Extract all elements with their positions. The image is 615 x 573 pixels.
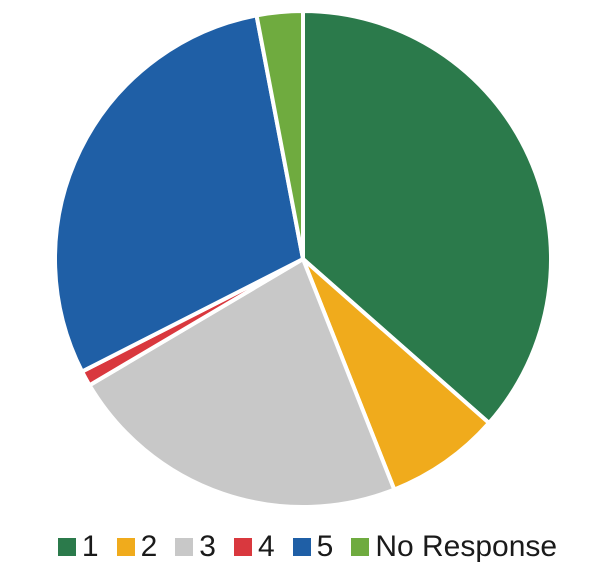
- legend-swatch-3: [175, 538, 193, 556]
- legend-label-no-response: No Response: [375, 532, 557, 562]
- legend-item-1: 1: [58, 532, 99, 562]
- legend-swatch-5: [293, 538, 311, 556]
- legend-swatch-1: [58, 538, 76, 556]
- legend-swatch-2: [117, 538, 135, 556]
- legend-label-5: 5: [317, 532, 334, 562]
- legend-label-4: 4: [258, 532, 275, 562]
- legend-label-3: 3: [199, 532, 216, 562]
- legend: 1 2 3 4 5 No Response: [0, 525, 615, 569]
- legend-item-no-response: No Response: [351, 532, 557, 562]
- legend-label-2: 2: [141, 532, 158, 562]
- legend-item-5: 5: [293, 532, 334, 562]
- legend-swatch-no-response: [351, 538, 369, 556]
- pie-chart: [0, 0, 615, 515]
- legend-item-2: 2: [117, 532, 158, 562]
- legend-label-1: 1: [82, 532, 99, 562]
- legend-item-3: 3: [175, 532, 216, 562]
- legend-swatch-4: [234, 538, 252, 556]
- legend-item-4: 4: [234, 532, 275, 562]
